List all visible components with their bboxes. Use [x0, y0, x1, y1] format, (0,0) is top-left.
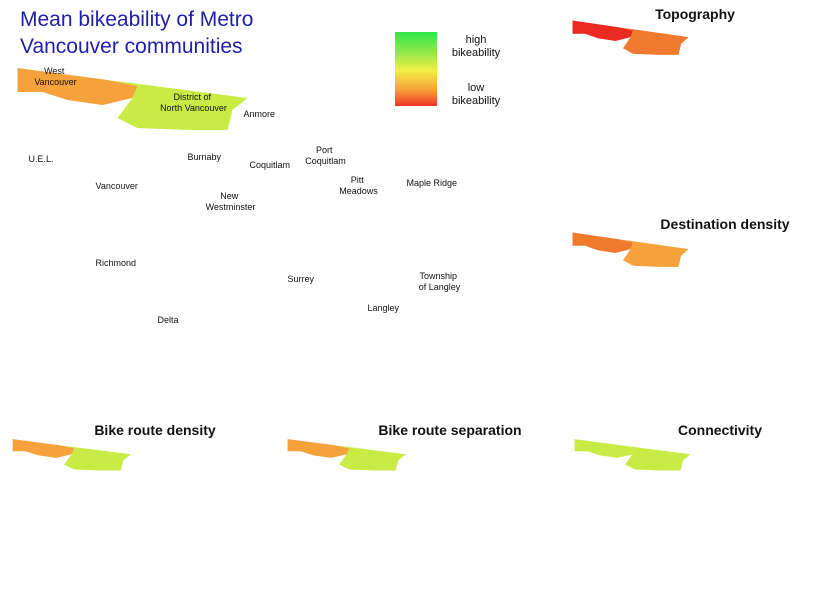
- label-langley: Langley: [368, 303, 400, 313]
- region-north-vancouver: [619, 445, 691, 471]
- label-new-westminster: New Westminster: [206, 191, 256, 212]
- region-north-vancouver: [617, 27, 689, 55]
- label-uel: U.E.L.: [29, 154, 54, 164]
- label-maple-ridge: Maple Ridge: [407, 178, 458, 188]
- label-anmore: Anmore: [244, 109, 276, 119]
- bike-route-density-map: [12, 439, 131, 471]
- main-map-labels: West Vancouver District of North Vancouv…: [29, 66, 461, 325]
- label-coquitlam: Coquitlam: [250, 160, 291, 170]
- label-port-coquitlam: Port Coquitlam: [305, 145, 346, 166]
- region-north-vancouver: [107, 80, 248, 130]
- label-burnaby: Burnaby: [188, 152, 222, 162]
- label-surrey: Surrey: [288, 274, 315, 284]
- region-west-vancouver: [574, 439, 636, 458]
- bikeability-legend: high bikeability low bikeability: [395, 32, 510, 112]
- panel-title-bike-route-separation: Bike route separation: [378, 422, 522, 438]
- legend-low-label: low bikeability: [451, 82, 501, 107]
- connectivity-map: [574, 439, 691, 471]
- label-richmond: Richmond: [96, 258, 137, 268]
- label-west-vancouver: West Vancouver: [34, 66, 76, 87]
- panel-title-topography: Topography: [655, 6, 735, 22]
- region-west-vancouver: [572, 20, 634, 41]
- legend-high-label: high bikeability: [451, 34, 501, 59]
- region-west-vancouver: [572, 232, 634, 253]
- label-vancouver: Vancouver: [96, 181, 138, 191]
- label-delta: Delta: [158, 315, 179, 325]
- region-west-vancouver: [17, 68, 138, 105]
- panel-title-destination-density: Destination density: [660, 216, 790, 232]
- region-west-vancouver: [287, 439, 350, 458]
- region-north-vancouver: [617, 239, 689, 267]
- region-north-vancouver: [333, 445, 406, 471]
- map-title-line-1: Mean bikeability of Metro: [20, 8, 254, 31]
- topography-map: [572, 20, 689, 55]
- bike-route-separation-map: [287, 439, 406, 471]
- map-title-line-2: Vancouver communities: [20, 35, 243, 58]
- map-title: Mean bikeability of Metro Vancouver comm…: [20, 6, 340, 60]
- legend-color-ramp: [395, 32, 437, 106]
- destination-density-map: [572, 232, 689, 267]
- label-township-of-langley: Township of Langley: [419, 271, 461, 292]
- region-north-vancouver: [58, 445, 131, 471]
- panel-title-connectivity: Connectivity: [677, 422, 762, 438]
- main-bikeability-map: [17, 68, 248, 130]
- label-pitt-meadows: Pitt Meadows: [339, 175, 378, 196]
- region-west-vancouver: [12, 439, 75, 458]
- panel-title-bike-route-density: Bike route density: [94, 422, 216, 438]
- label-north-vancouver: District of North Vancouver: [160, 92, 227, 113]
